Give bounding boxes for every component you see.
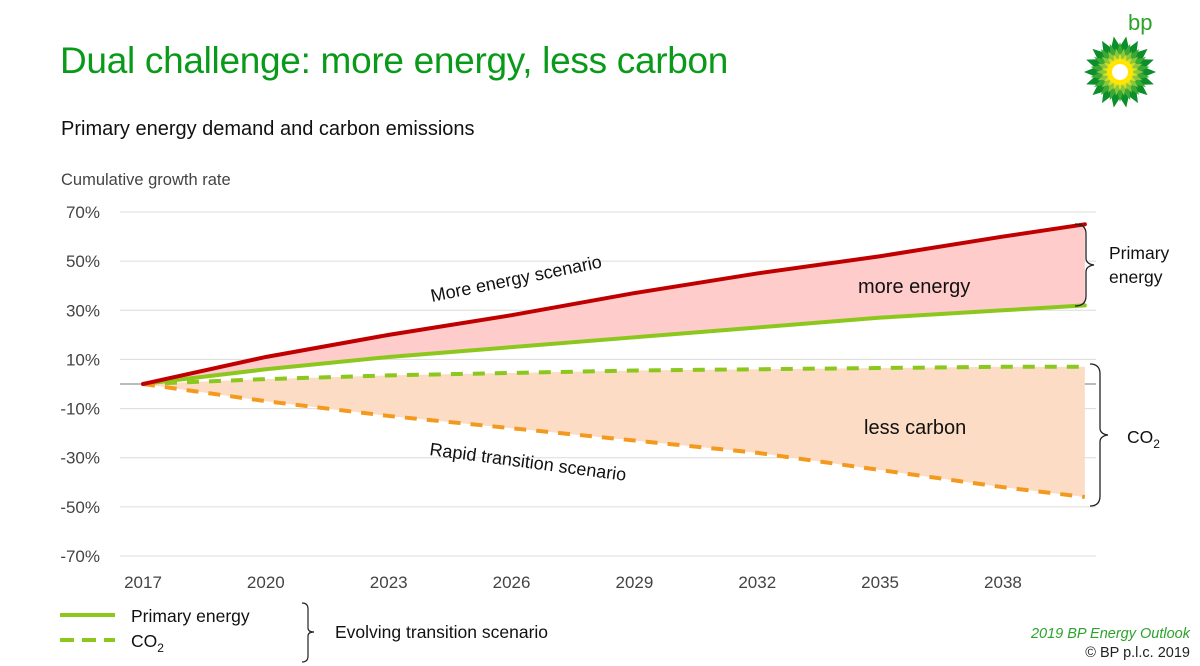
y-tick-label: 50% bbox=[66, 252, 100, 271]
x-tick-label: 2029 bbox=[615, 573, 653, 592]
x-tick-label: 2038 bbox=[984, 573, 1022, 592]
bracket-co2 bbox=[1089, 363, 1109, 507]
page-title: Dual challenge: more energy, less carbon bbox=[60, 40, 729, 81]
annotation-rapid-transition-scenario: Rapid transition scenario bbox=[428, 439, 627, 485]
line-co2-evolving bbox=[142, 364, 1085, 386]
copyright-label: © BP p.l.c. 2019 bbox=[1085, 645, 1190, 661]
bracket-label-primary-energy-1: Primary bbox=[1109, 243, 1170, 263]
annotation-more-energy-scenario: More energy scenario bbox=[429, 252, 604, 306]
area-label-less-carbon: less carbon bbox=[864, 417, 966, 439]
source-label: 2019 BP Energy Outlook bbox=[1030, 626, 1190, 642]
y-tick-label: 30% bbox=[66, 301, 100, 320]
bracket-primary-energy bbox=[1074, 223, 1095, 307]
area-more-energy bbox=[143, 224, 1085, 384]
line-primary-energy bbox=[141, 303, 1087, 386]
line-rapid-transition bbox=[142, 382, 1086, 500]
y-ticks: 70% 50% 30% 10% -10% -30% -50% -70% bbox=[60, 203, 100, 566]
y-tick-label: -50% bbox=[60, 498, 100, 517]
bracket-label-primary-energy-2: energy bbox=[1109, 267, 1163, 287]
chart-subtitle: Primary energy demand and carbon emissio… bbox=[61, 118, 475, 140]
x-ticks: 2017 2020 2023 2026 2029 2032 2035 2038 bbox=[124, 573, 1022, 592]
y-tick-label: 10% bbox=[66, 350, 100, 369]
legend: Primary energy CO2 Evolving transition s… bbox=[60, 602, 548, 663]
bp-logo-text: bp bbox=[1128, 10, 1152, 35]
fill-areas bbox=[143, 224, 1085, 498]
series-lines bbox=[141, 222, 1087, 500]
legend-bracket bbox=[301, 602, 315, 663]
x-tick-label: 2023 bbox=[370, 573, 408, 592]
y-tick-label: -10% bbox=[60, 400, 100, 419]
x-tick-label: 2032 bbox=[738, 573, 776, 592]
y-tick-label: -30% bbox=[60, 449, 100, 468]
y-axis-label: Cumulative growth rate bbox=[61, 171, 231, 189]
x-tick-label: 2017 bbox=[124, 573, 162, 592]
legend-label-co2: CO2 bbox=[131, 631, 164, 655]
bp-helios-icon bbox=[1084, 36, 1156, 108]
y-tick-label: -70% bbox=[60, 547, 100, 566]
x-tick-label: 2035 bbox=[861, 573, 899, 592]
x-tick-label: 2020 bbox=[247, 573, 285, 592]
y-tick-label: 70% bbox=[66, 203, 100, 222]
legend-label-primary-energy: Primary energy bbox=[131, 606, 250, 626]
logo-center bbox=[1112, 64, 1128, 80]
area-label-more-energy: more energy bbox=[858, 276, 970, 298]
legend-group-label: Evolving transition scenario bbox=[335, 622, 548, 642]
x-tick-label: 2026 bbox=[493, 573, 531, 592]
bracket-label-co2: CO2 bbox=[1127, 427, 1160, 451]
bp-logo: bp bbox=[1084, 10, 1156, 108]
line-more-energy-scenario bbox=[141, 222, 1087, 386]
